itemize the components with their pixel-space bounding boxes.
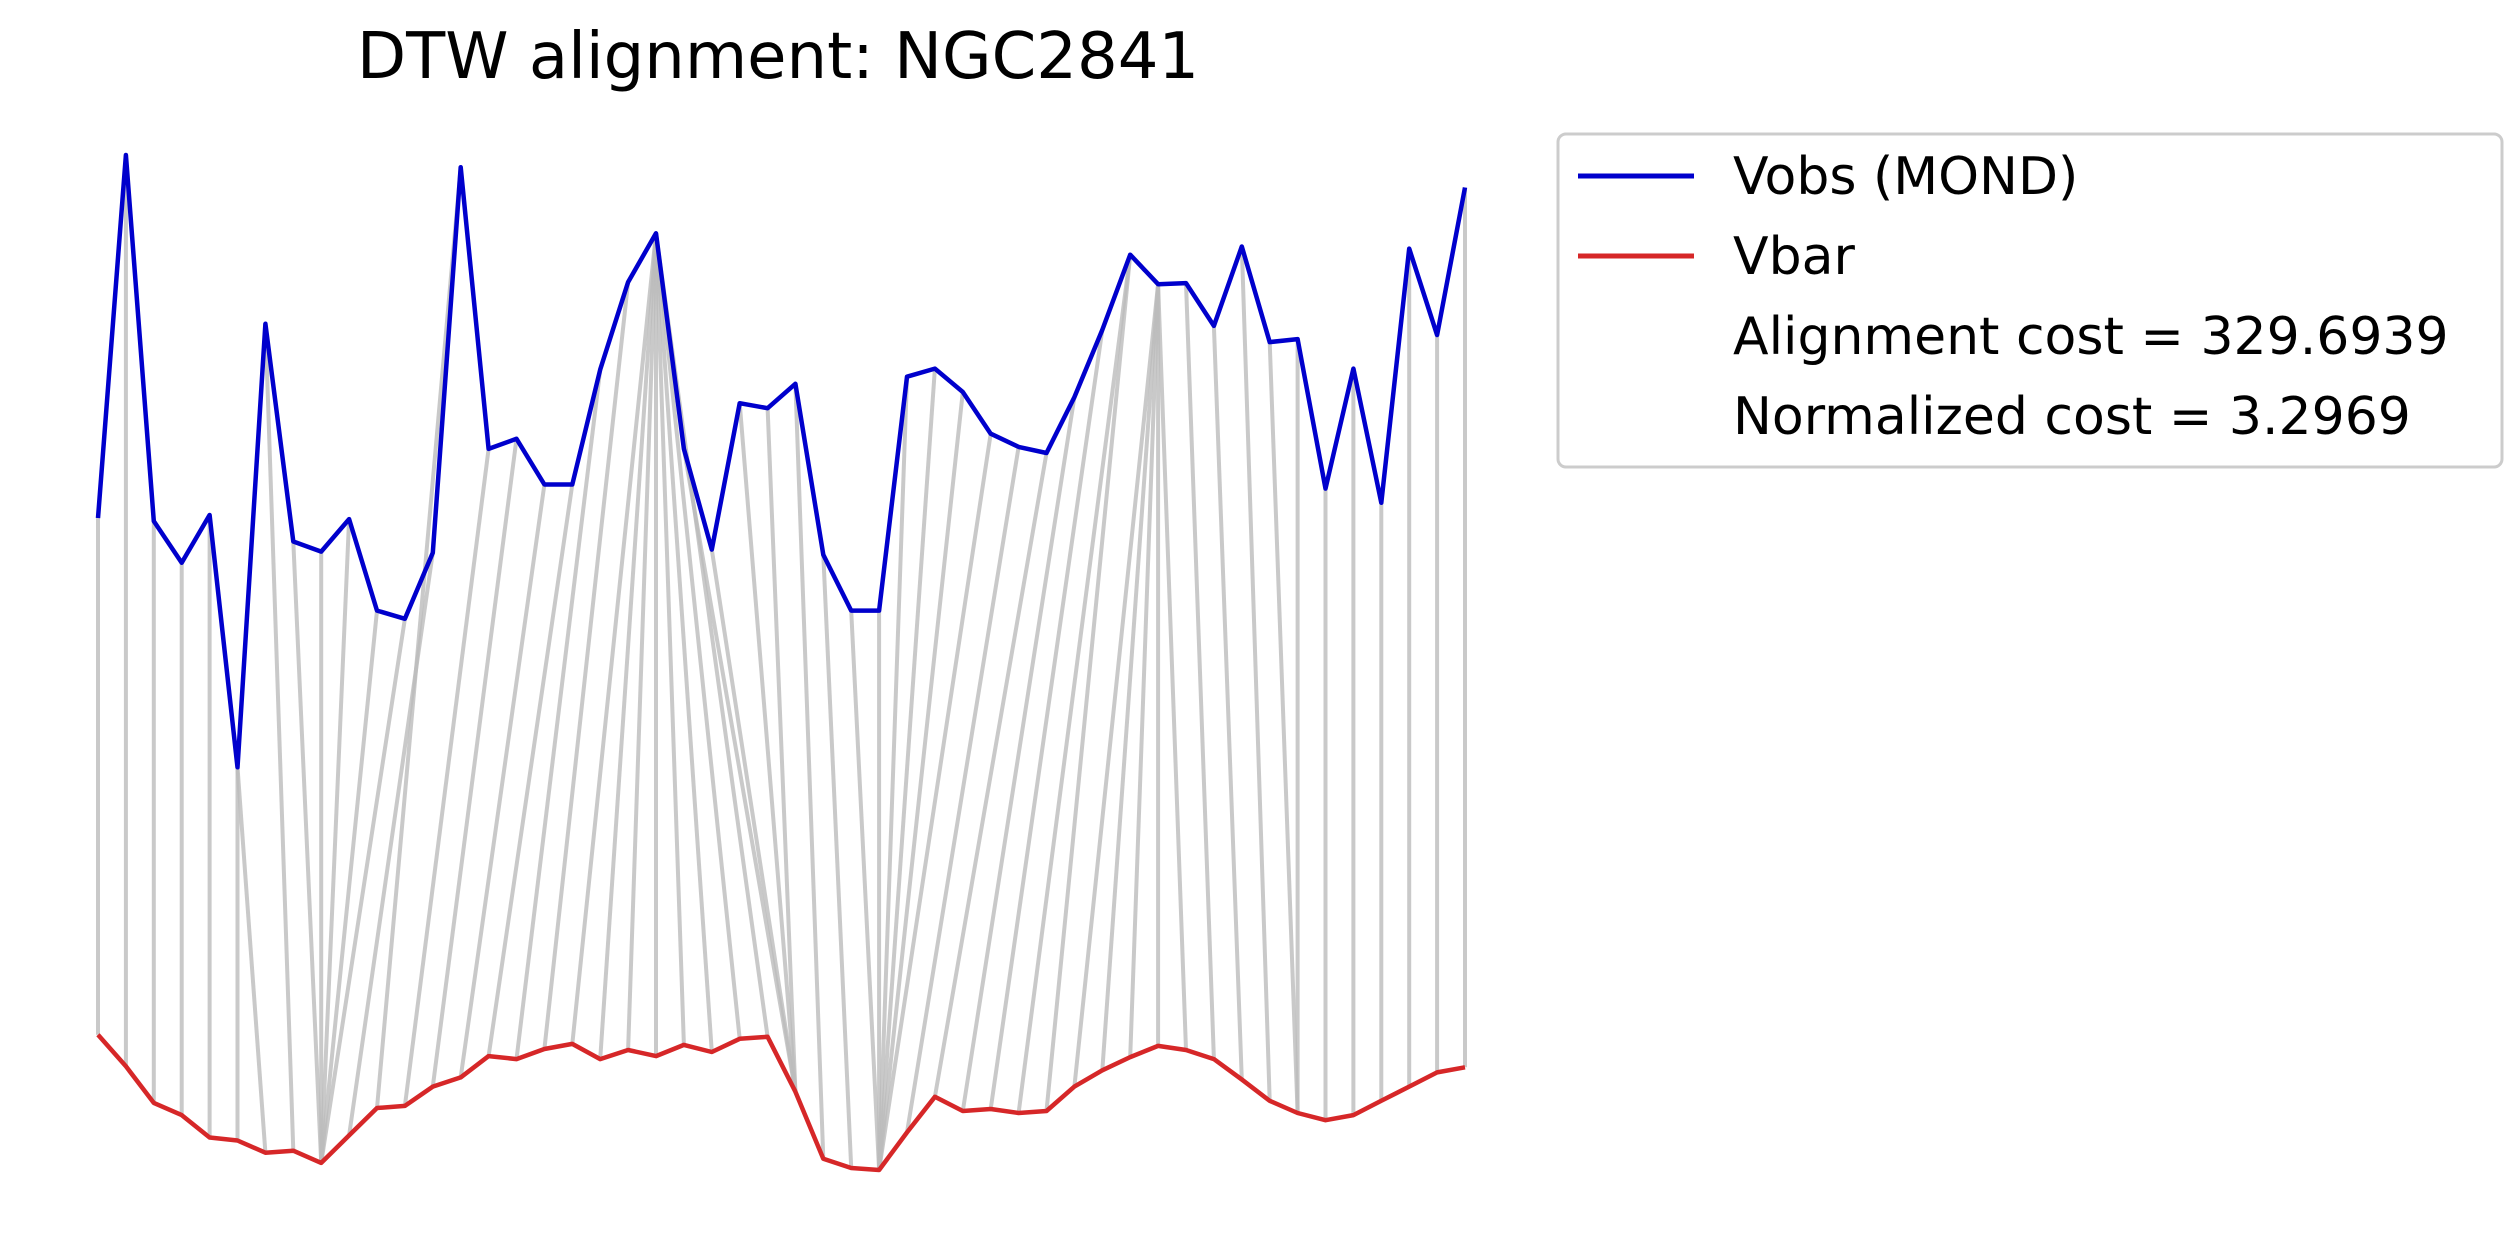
alignment-line (877, 433, 993, 1171)
alignment-line (1016, 254, 1133, 1114)
alignment-line (319, 519, 352, 1163)
alignment-line (1072, 283, 1161, 1087)
alignment-line (709, 549, 798, 1093)
alignment-line (263, 323, 296, 1151)
alignment-line (430, 438, 519, 1087)
alignment-line (1184, 283, 1216, 1060)
alignment-line (877, 391, 965, 1171)
alignment-line (514, 369, 603, 1060)
legend-label-vobs: Vobs (MOND) (1733, 147, 2078, 207)
alignment-line (1100, 284, 1161, 1071)
alignment-lines (96, 155, 1467, 1171)
alignment-line (570, 233, 658, 1045)
alignment-line (1044, 254, 1133, 1112)
chart-title: DTW alignment: NGC2841 (357, 20, 1199, 94)
alignment-line (905, 446, 1021, 1133)
alignment-line (654, 233, 714, 1053)
alignment-line (654, 233, 686, 1045)
legend: Vobs (MOND) Vbar Alignment cost = 329.69… (1556, 132, 2504, 469)
series-line-vbar (96, 1033, 1466, 1173)
alignment-line (765, 408, 798, 1092)
alignment-line (1156, 284, 1188, 1051)
alignment-line (821, 554, 854, 1169)
alignment-line (793, 383, 826, 1159)
alignment-line (542, 281, 631, 1050)
alignment-line (1239, 246, 1272, 1101)
alignment-line (877, 368, 937, 1171)
alignment-line (960, 396, 1077, 1112)
alignment-line (877, 376, 909, 1171)
alignment-line (291, 541, 324, 1163)
legend-label-alignment-cost: Alignment cost = 329.6939 (1733, 307, 2449, 367)
alignment-line (654, 233, 742, 1040)
alignment-line (235, 767, 268, 1153)
alignment-line (932, 452, 1049, 1098)
alignment-line (1267, 342, 1300, 1114)
legend-frame (1556, 132, 2504, 469)
alignment-line (319, 618, 407, 1164)
alignment-line (681, 448, 798, 1093)
alignment-line (1128, 284, 1161, 1058)
alignment-line (598, 233, 658, 1060)
alignment-line (849, 610, 882, 1171)
legend-label-vbar: Vbar (1733, 227, 1855, 287)
alignment-line (458, 484, 547, 1078)
alignment-line (375, 167, 463, 1109)
alignment-line (737, 403, 798, 1092)
alignment-line (1211, 325, 1244, 1080)
alignment-line (402, 448, 491, 1107)
alignment-line (319, 610, 379, 1164)
alignment-line (486, 484, 575, 1057)
alignment-line (988, 329, 1105, 1110)
series-line-vobs (95, 152, 1468, 770)
legend-label-normalized-cost: Normalized cost = 3.2969 (1733, 387, 2411, 447)
alignment-line (626, 233, 658, 1051)
